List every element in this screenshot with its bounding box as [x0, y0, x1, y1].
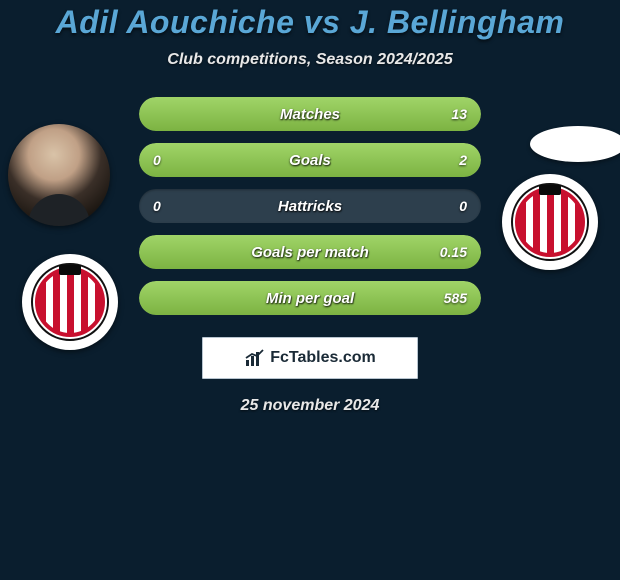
- fctables-logo: FcTables.com: [202, 337, 418, 379]
- stat-left-value: 0: [153, 198, 161, 214]
- stat-row-hattricks: 0 Hattricks 0: [139, 189, 481, 223]
- stat-label: Min per goal: [266, 290, 354, 307]
- stat-left-value: 0: [153, 152, 161, 168]
- player-avatar-right: [530, 126, 620, 162]
- club-crest-left: [22, 254, 118, 350]
- stat-row-goals-per-match: Goals per match 0.15: [139, 235, 481, 269]
- fctables-text: FcTables.com: [270, 349, 376, 367]
- stat-row-matches: Matches 13: [139, 97, 481, 131]
- stat-right-value: 585: [444, 290, 467, 306]
- chart-icon: [244, 348, 266, 368]
- club-crest-right: [502, 174, 598, 270]
- date-text: 25 november 2024: [0, 397, 620, 415]
- stat-row-goals: 0 Goals 2: [139, 143, 481, 177]
- stat-label: Hattricks: [278, 198, 342, 215]
- stat-right-value: 13: [451, 106, 467, 122]
- stat-label: Goals: [289, 152, 331, 169]
- stat-row-min-per-goal: Min per goal 585: [139, 281, 481, 315]
- stat-right-value: 0: [459, 198, 467, 214]
- player-avatar-left: [8, 124, 110, 226]
- stat-right-value: 0.15: [440, 244, 467, 260]
- subtitle: Club competitions, Season 2024/2025: [0, 51, 620, 69]
- stats-list: Matches 13 0 Goals 2 0 Hattricks 0 Goals…: [139, 97, 481, 315]
- stat-label: Matches: [280, 106, 340, 123]
- stat-right-value: 2: [459, 152, 467, 168]
- page-title: Adil Aouchiche vs J. Bellingham: [0, 4, 620, 41]
- stat-label: Goals per match: [251, 244, 369, 261]
